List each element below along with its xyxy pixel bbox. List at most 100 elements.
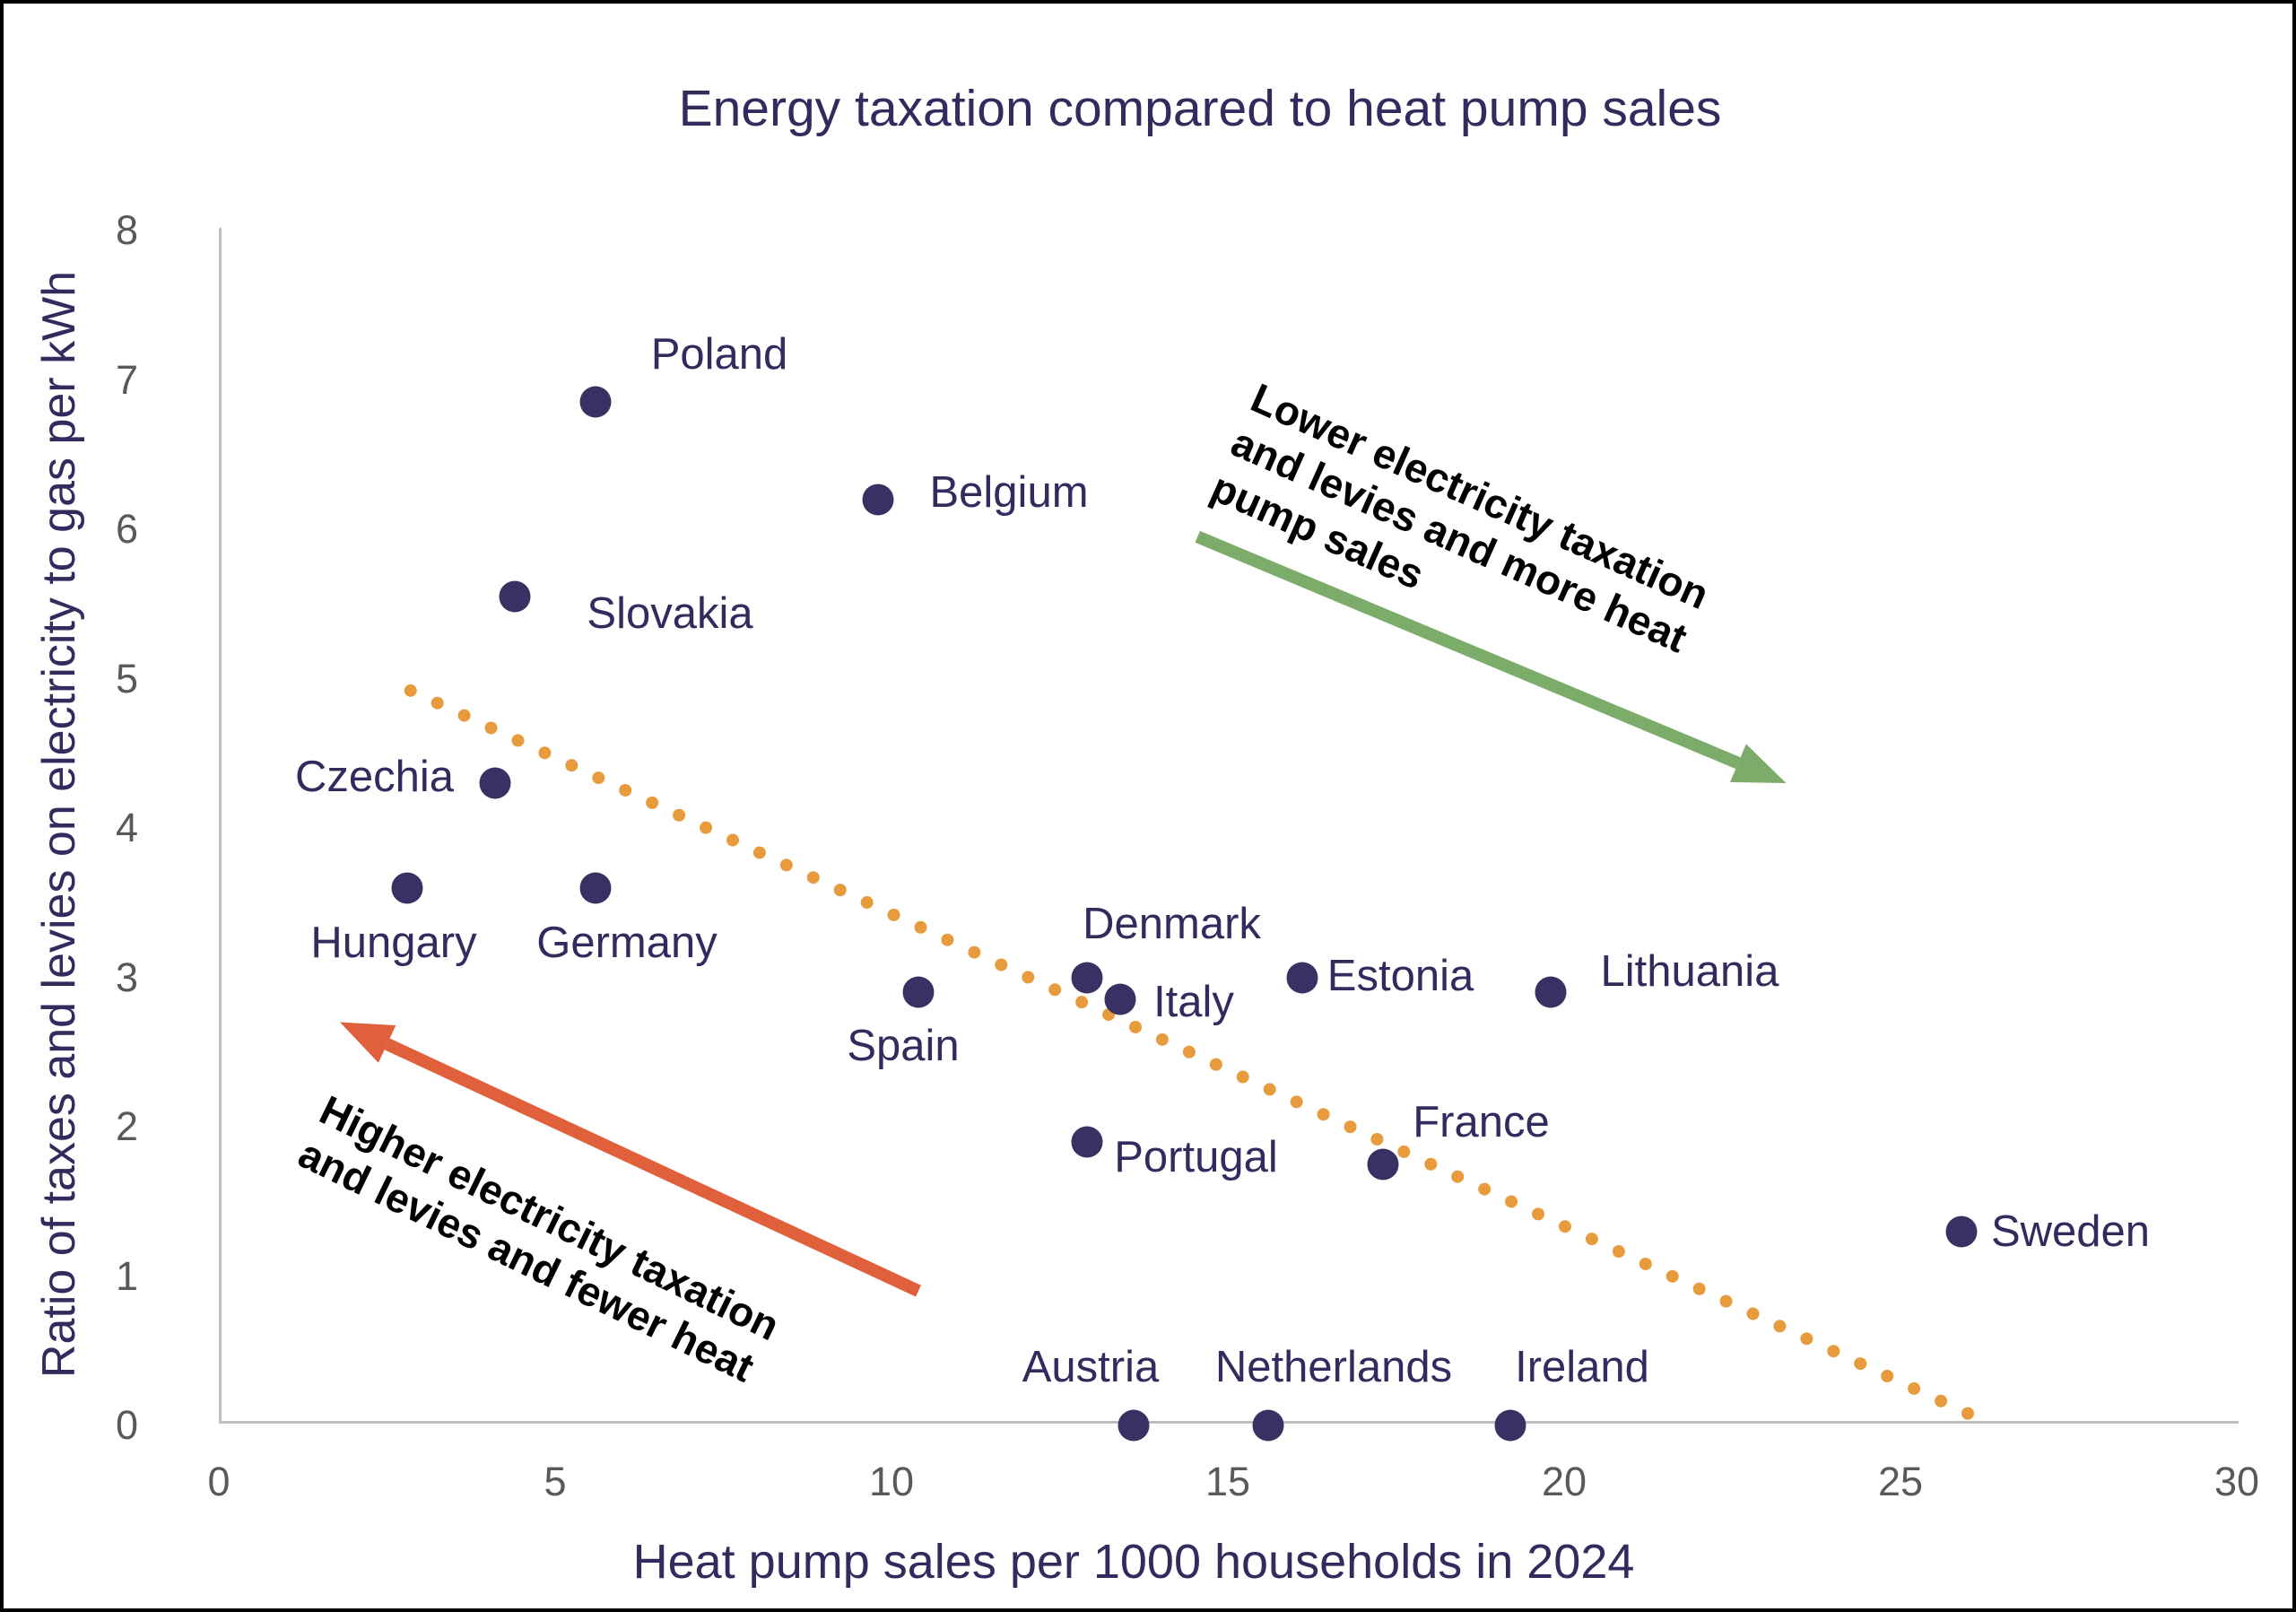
trendline-dot <box>700 821 713 834</box>
data-point-hungary <box>391 872 423 904</box>
data-point-estonia <box>1286 962 1318 993</box>
lower-arrow-head <box>1730 744 1787 784</box>
trendline-dot <box>1800 1332 1813 1346</box>
trendline-dot <box>833 884 847 897</box>
data-label-spain: Spain <box>847 1022 960 1071</box>
trendline-dot <box>752 846 766 859</box>
trendline-dot <box>968 945 981 959</box>
data-point-germany <box>579 872 612 904</box>
trendline-dot <box>457 709 471 722</box>
trendline-dot <box>1639 1257 1652 1270</box>
y-tick-6: 6 <box>115 506 138 552</box>
trendline-dot <box>1022 971 1035 984</box>
trendline-dot <box>1612 1245 1625 1259</box>
data-label-portugal: Portugal <box>1114 1132 1278 1181</box>
y-tick-8: 8 <box>115 207 138 253</box>
trendline-dot <box>1209 1058 1222 1071</box>
trendline-dot <box>565 759 578 772</box>
y-tick-0: 0 <box>115 1402 138 1448</box>
trendline-dot <box>484 721 498 735</box>
data-label-lithuania: Lithuania <box>1600 947 1779 997</box>
trendline-dot <box>1746 1307 1760 1320</box>
x-tick-0: 0 <box>207 1459 230 1504</box>
data-label-netherlands: Netherlands <box>1214 1343 1453 1391</box>
y-tick-1: 1 <box>115 1252 138 1299</box>
trendline-dot <box>1827 1345 1840 1358</box>
data-point-ireland <box>1494 1409 1526 1442</box>
trendline-dot <box>779 858 793 872</box>
trendline-dot <box>806 871 820 884</box>
trendline-dot <box>592 771 605 785</box>
x-tick-20: 20 <box>1541 1459 1587 1504</box>
trendline-dot <box>1344 1120 1357 1134</box>
x-tick-30: 30 <box>2213 1459 2260 1504</box>
trendline-dot <box>1935 1394 1948 1407</box>
trendline-dot <box>1075 996 1089 1009</box>
trendline-dot <box>1908 1381 1921 1395</box>
data-point-portugal <box>1071 1126 1102 1158</box>
trendline-dot <box>646 796 659 809</box>
trendline-dot <box>1478 1182 1492 1196</box>
x-tick-10: 10 <box>868 1459 915 1504</box>
data-point-france <box>1367 1148 1398 1181</box>
data-label-france: France <box>1413 1097 1550 1146</box>
data-point-belgium <box>862 484 894 516</box>
trendline-dot <box>1665 1269 1679 1283</box>
trendline-dot <box>860 896 874 910</box>
data-label-hungary: Hungary <box>310 918 477 967</box>
data-label-estonia: Estonia <box>1326 951 1474 1000</box>
data-label-italy: Italy <box>1153 978 1234 1027</box>
data-label-ireland: Ireland <box>1515 1343 1649 1391</box>
data-label-poland: Poland <box>650 330 788 379</box>
y-tick-5: 5 <box>115 655 138 701</box>
trendline-dot <box>538 746 552 760</box>
trendline-dot <box>1558 1220 1571 1233</box>
trendline-dot <box>1881 1369 1894 1382</box>
trendline-dot <box>1155 1033 1169 1046</box>
x-tick-25: 25 <box>1877 1459 1924 1504</box>
chart-overlay <box>340 530 1974 1420</box>
trendline-dot <box>887 908 900 921</box>
y-tick-2: 2 <box>115 1103 138 1149</box>
data-point-lithuania <box>1535 976 1567 1008</box>
x-axis-line <box>219 1421 2239 1424</box>
data-label-czechia: Czechia <box>294 753 455 802</box>
lower-arrow-line <box>1195 530 1741 770</box>
trendline-dot <box>1370 1133 1384 1146</box>
data-label-denmark: Denmark <box>1083 899 1261 948</box>
trendline-dot <box>1532 1207 1545 1221</box>
data-label-austria: Austria <box>1022 1343 1160 1391</box>
trendline-dot <box>941 933 954 946</box>
trendline-dot <box>1424 1157 1438 1171</box>
x-tick-15: 15 <box>1205 1459 1251 1504</box>
y-tick-7: 7 <box>115 356 138 403</box>
data-label-sweden: Sweden <box>1990 1207 2151 1256</box>
data-label-germany: Germany <box>536 918 718 967</box>
trendline-dot <box>914 920 927 934</box>
trendline-dot <box>430 696 444 710</box>
trendline-dot <box>1451 1170 1465 1183</box>
trendline-dot <box>1773 1320 1787 1333</box>
trendline-dot <box>995 958 1008 972</box>
data-point-netherlands <box>1252 1409 1284 1442</box>
trendline-dot <box>1719 1294 1733 1308</box>
y-tick-4: 4 <box>115 805 138 850</box>
trendline-dot <box>1236 1070 1249 1084</box>
x-axis-title: Heat pump sales per 1000 households in 2… <box>632 1535 1635 1589</box>
trendline-dot <box>1317 1108 1330 1121</box>
trendline-dot <box>1854 1357 1867 1371</box>
plot-area: 0 5 10 15 20 25 30 0 1 2 3 4 5 6 7 8 Lower electricity t… <box>4 4 2292 1608</box>
data-point-slovakia <box>499 580 531 613</box>
trendline-dot <box>1585 1233 1598 1246</box>
data-point-spain <box>902 976 935 1008</box>
trendline-dot <box>1505 1195 1518 1208</box>
trendline-dot <box>511 734 525 747</box>
trendline-dot <box>1290 1095 1303 1109</box>
y-axis-line <box>219 228 222 1423</box>
trendline-dot <box>726 833 739 847</box>
trendline-dot <box>619 783 632 797</box>
chart-title: Energy taxation compared to heat pump sa… <box>678 80 1722 137</box>
data-point-austria <box>1118 1409 1150 1442</box>
trendline-dot <box>404 684 417 697</box>
